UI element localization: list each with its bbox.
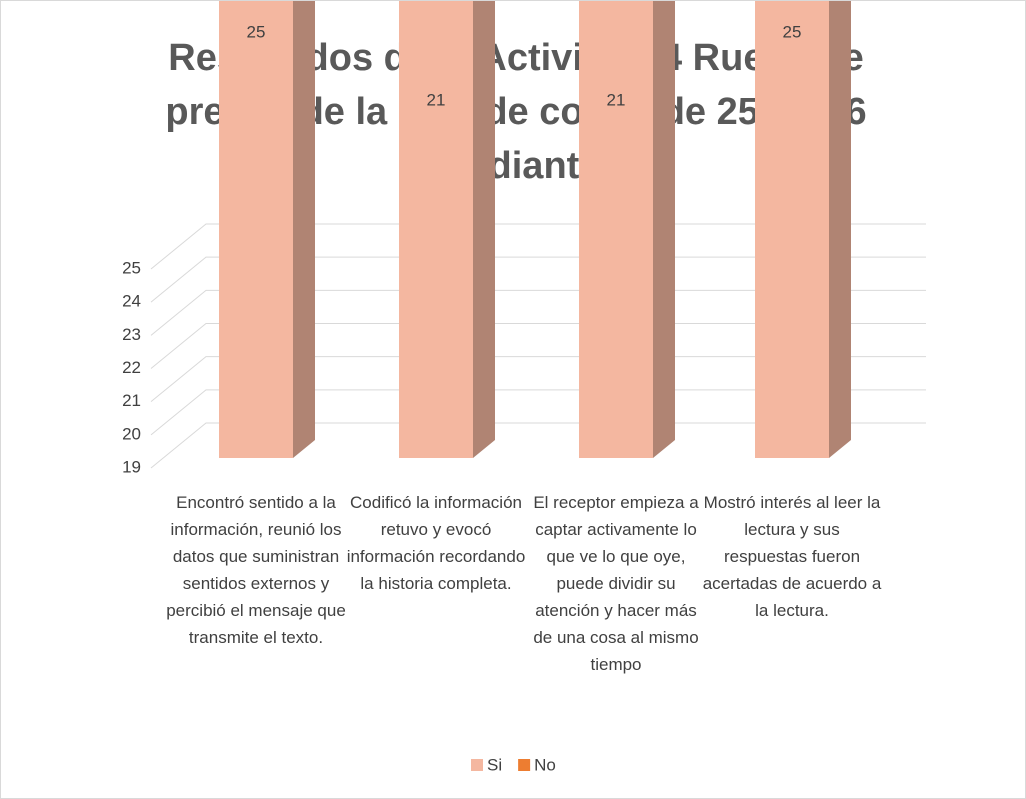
bar-segment <box>399 1 495 458</box>
y-tick-label: 20 <box>122 424 141 443</box>
legend-label: Si <box>487 755 502 774</box>
grid-line <box>150 422 926 469</box>
data-label: 21 <box>607 90 626 109</box>
bar-segment <box>219 1 315 458</box>
y-tick-label: 22 <box>122 358 141 377</box>
bar-segment <box>755 1 851 458</box>
bar-front <box>399 1 473 458</box>
x-tick-label: El receptor empieza a captar activamente… <box>533 493 699 674</box>
grid-line <box>150 356 926 403</box>
x-tick-label: Encontró sentido a la información, reuni… <box>166 493 346 647</box>
x-tick-label: Codificó la información retuvo y evocó i… <box>346 493 526 593</box>
y-tick-label: 21 <box>122 391 141 410</box>
grid-line <box>150 289 926 336</box>
bar-front <box>219 1 293 458</box>
bar-front <box>755 1 829 458</box>
bar-segment <box>579 1 675 458</box>
bar-side <box>473 1 495 458</box>
grid-line <box>150 389 926 436</box>
grid-line <box>150 323 926 369</box>
y-tick-label: 24 <box>122 292 141 311</box>
grid-line <box>150 256 926 303</box>
legend-swatch <box>518 759 531 771</box>
data-label: 25 <box>247 22 266 41</box>
data-label: 25 <box>783 22 802 41</box>
bar-side <box>829 1 851 458</box>
x-tick-label: Mostró interés al leer la lectura y sus … <box>702 493 882 620</box>
y-tick-label: 25 <box>122 258 141 277</box>
legend-swatch <box>471 759 483 771</box>
legend-label: No <box>534 755 556 774</box>
grid-line <box>150 223 926 270</box>
bar-front <box>579 1 653 458</box>
bar-side <box>293 1 315 458</box>
y-tick-label: 23 <box>122 325 141 344</box>
data-label: 21 <box>427 90 446 109</box>
y-tick-label: 19 <box>122 457 141 476</box>
bar-side <box>653 1 675 458</box>
